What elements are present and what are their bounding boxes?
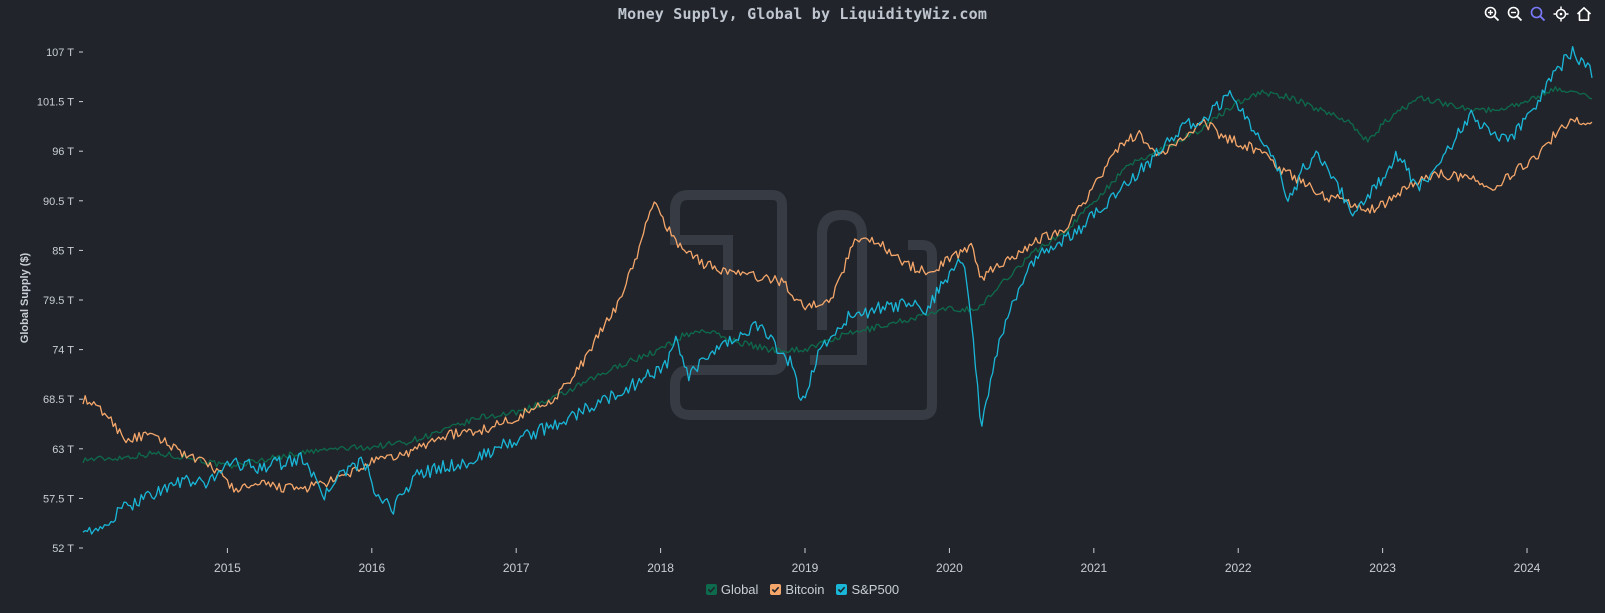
checkbox-icon — [836, 584, 848, 595]
x-tick-label: 2019 — [792, 561, 819, 575]
x-tick-label: 2022 — [1225, 561, 1252, 575]
chart-title: Money Supply, Global by LiquidityWiz.com — [617, 5, 988, 23]
y-tick-label: 63 T — [52, 444, 74, 456]
legend-label-bitcoin: Bitcoin — [785, 582, 825, 597]
axes: 52 T 57.5 T 63 T 68.5 T 74 T 79.5 T 85 T 90.5 T… — [37, 47, 1541, 575]
y-tick-label: 85 T — [52, 245, 74, 257]
home-icon[interactable] — [1575, 5, 1593, 23]
zoom-in-icon[interactable] — [1483, 5, 1501, 23]
watermark-logo — [670, 190, 937, 420]
x-tick-label: 2015 — [214, 561, 241, 575]
chart-toolbar — [1483, 5, 1593, 23]
y-tick-label: 74 T — [52, 345, 74, 357]
legend-label-sp500: S&P500 — [851, 582, 900, 597]
legend: Global Bitcoin S&P500 — [0, 582, 1605, 597]
y-tick-label: 101.5 T — [37, 97, 74, 109]
x-tick-label: 2024 — [1514, 561, 1541, 575]
legend-item-bitcoin[interactable]: Bitcoin — [770, 582, 824, 597]
y-tick-label: 68.5 T — [43, 394, 74, 406]
legend-item-global[interactable]: Global — [705, 582, 759, 597]
zoom-select-icon[interactable] — [1529, 5, 1547, 23]
checkbox-icon — [770, 584, 782, 595]
x-tick-label: 2021 — [1080, 561, 1107, 575]
pan-icon[interactable] — [1552, 5, 1570, 23]
y-tick-label: 107 T — [46, 47, 74, 59]
series-line-sp500[interactable] — [82, 45, 1593, 535]
series-layer — [82, 45, 1593, 535]
x-tick-label: 2017 — [503, 561, 530, 575]
zoom-out-icon[interactable] — [1506, 5, 1524, 23]
y-tick-label: 52 T — [52, 543, 74, 555]
series-line-global[interactable] — [82, 86, 1593, 469]
y-tick-label: 96 T — [52, 146, 74, 158]
y-tick-label: 57.5 T — [43, 493, 74, 505]
checkbox-icon — [705, 584, 717, 595]
x-tick-label: 2020 — [936, 561, 963, 575]
x-tick-label: 2018 — [647, 561, 674, 575]
y-tick-label: 90.5 T — [43, 196, 74, 208]
legend-item-sp500[interactable]: S&P500 — [836, 582, 899, 597]
series-line-bitcoin[interactable] — [82, 116, 1593, 493]
x-tick-label: 2016 — [358, 561, 385, 575]
x-tick-label: 2023 — [1369, 561, 1396, 575]
legend-label-global: Global — [720, 582, 759, 597]
y-tick-label: 79.5 T — [43, 295, 74, 307]
